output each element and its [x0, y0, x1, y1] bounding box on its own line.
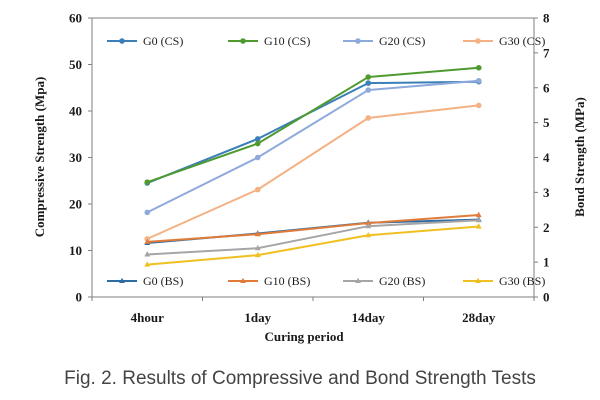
x-tick-label: 1day: [244, 310, 271, 325]
legend-top: G0 (CS) G10 (CS) G20 (CS) G30 (CS): [107, 34, 545, 48]
left-tick-label: 50: [69, 57, 82, 72]
series-line: [147, 214, 479, 243]
legend-label: G30 (BS): [499, 274, 545, 288]
data-point: [144, 261, 151, 267]
data-point: [144, 251, 151, 257]
series-g10-cs: [144, 64, 482, 185]
x-axis-title: Curing period: [264, 329, 344, 344]
left-tick-label: 60: [69, 11, 82, 26]
series-line: [146, 80, 479, 185]
data-point: [240, 277, 246, 284]
legend-label: G10 (BS): [264, 274, 310, 288]
data-point: [365, 115, 372, 121]
series-line: [147, 225, 479, 266]
series-line: [146, 104, 479, 240]
right-axis: 0 1 2 3 4 5 6 7 8: [534, 11, 550, 305]
data-point: [355, 277, 361, 284]
data-point: [254, 186, 261, 193]
data-point: [240, 38, 246, 44]
left-tick-label: 20: [69, 197, 82, 212]
data-point: [475, 64, 482, 71]
data-point: [475, 216, 482, 223]
data-point: [365, 80, 372, 86]
right-tick-label: 6: [543, 80, 550, 95]
data-point: [475, 211, 482, 218]
left-tick-label: 10: [69, 243, 82, 258]
series-line: [146, 66, 479, 184]
data-point: [355, 38, 361, 44]
data-point: [365, 74, 372, 80]
x-tick-label: 4hour: [131, 310, 164, 325]
right-tick-label: 0: [543, 290, 550, 305]
legend-label: G10 (CS): [264, 34, 310, 48]
series-line: [146, 79, 479, 214]
left-tick-label: 40: [69, 104, 82, 119]
right-tick-label: 2: [543, 220, 550, 235]
data-point: [119, 277, 125, 284]
data-point: [475, 77, 482, 84]
series-line: [147, 219, 479, 256]
legend-item: G20 (CS): [343, 34, 425, 48]
legend-label: G20 (CS): [379, 34, 425, 48]
data-point: [475, 38, 481, 44]
legend-item: G10 (CS): [228, 34, 310, 48]
series-g20-cs: [144, 77, 482, 216]
data-point: [475, 277, 481, 284]
right-axis-title: Bond Strength (MPa): [572, 97, 587, 217]
data-point: [144, 179, 151, 185]
left-axis: 0 10 20 30 40 50 60: [69, 11, 92, 305]
series-g10-bs: [144, 211, 482, 244]
data-point: [365, 222, 372, 229]
right-tick-label: 5: [543, 115, 550, 130]
plot-border: [91, 17, 535, 298]
plot-area: [91, 17, 535, 298]
series-g20-bs: [144, 216, 482, 257]
data-point: [254, 154, 261, 161]
right-tick-label: 8: [543, 11, 550, 26]
data-point: [365, 87, 372, 93]
x-tick-label: 28day: [462, 310, 496, 325]
data-point: [144, 209, 151, 216]
legend-item: G0 (BS): [107, 274, 183, 288]
legend-label: G20 (BS): [379, 274, 425, 288]
series-g30-bs: [144, 223, 482, 267]
right-tick-label: 1: [543, 255, 550, 270]
data-point: [475, 223, 482, 229]
legend-item: G10 (BS): [228, 274, 310, 288]
chart: 0 10 20 30 40 50 60 0 1 2 3 4 5 6 7 8 4hour 1day 14day 28…: [32, 11, 587, 345]
data-point: [254, 251, 261, 258]
x-axis: 4hour 1day 14day 28day: [91, 297, 535, 325]
data-point: [365, 219, 372, 226]
left-axis-title: Compressive Strength (Mpa): [32, 77, 47, 238]
legend-item: G0 (CS): [107, 34, 183, 48]
legend-item: G30 (BS): [463, 274, 545, 288]
legend-bottom: G0 (BS) G10 (BS) G20 (BS) G30 (BS): [107, 274, 545, 288]
series-g30-cs: [144, 102, 482, 242]
legend-label: G0 (CS): [143, 34, 183, 48]
right-tick-label: 7: [543, 45, 550, 60]
x-tick-label: 14day: [352, 310, 386, 325]
data-point: [254, 140, 261, 147]
legend-item: G30 (CS): [463, 34, 545, 48]
right-tick-label: 3: [543, 185, 550, 200]
legend-label: G0 (BS): [143, 274, 183, 288]
data-point: [365, 231, 372, 238]
series-g0-cs: [144, 78, 482, 186]
data-point: [254, 244, 261, 251]
left-tick-label: 30: [69, 150, 82, 165]
data-point: [119, 38, 125, 44]
data-point: [144, 238, 151, 244]
data-point: [254, 136, 261, 142]
legend-item: G20 (BS): [343, 274, 425, 288]
legend-label: G30 (CS): [499, 34, 545, 48]
data-point: [475, 102, 482, 109]
series-layer: [144, 64, 482, 267]
figure-caption: Fig. 2. Results of Compressive and Bond …: [64, 368, 536, 389]
right-tick-label: 4: [543, 150, 550, 165]
data-point: [254, 230, 261, 237]
left-tick-label: 0: [76, 290, 83, 305]
